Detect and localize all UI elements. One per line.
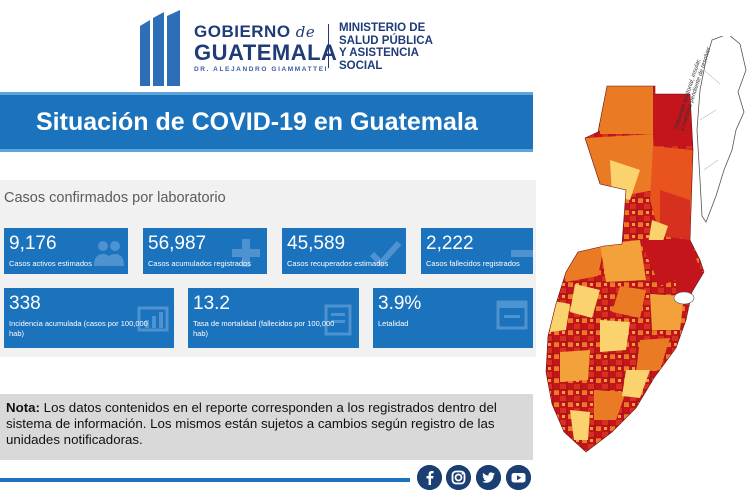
- note-text: Los datos contenidos en el reporte corre…: [6, 400, 497, 447]
- stat-card-cumulative: 56,987 Casos acumulados registrados: [143, 228, 267, 274]
- stat-label: Tasa de mortalidad (fallecidos por 100,0…: [193, 319, 335, 338]
- stats-heading: Casos confirmados por laboratorio: [4, 190, 226, 206]
- guatemala-cases-map: [545, 36, 747, 453]
- stat-card-incidence: 338 Incidencia acumulada (casos por 100,…: [4, 288, 174, 348]
- ministry-line: Y ASISTENCIA: [339, 47, 419, 59]
- stat-label: Casos acumulados registrados: [148, 259, 251, 268]
- stat-value: 2,222: [426, 233, 474, 254]
- government-logo-icon: [140, 10, 180, 86]
- stat-value: 9,176: [9, 233, 57, 254]
- window-icon: [496, 300, 528, 330]
- page-title: Situación de COVID-19 en Guatemala: [36, 108, 478, 136]
- gov-name-line1: GOBIERNO: [194, 22, 291, 41]
- stat-label: Casos fallecidos registrados: [426, 259, 520, 268]
- ministry-name: MINISTERIO DE SALUD PÚBLICA Y ASISTENCIA…: [339, 22, 459, 72]
- minus-icon: [511, 250, 533, 257]
- stat-value: 338: [9, 293, 41, 314]
- stat-card-recovered: 45,589 Casos recuperados estimados: [282, 228, 406, 274]
- ministry-line: SALUD PÚBLICA: [339, 34, 433, 47]
- twitter-icon[interactable]: [476, 465, 501, 490]
- disclaimer-note: Nota: Los datos contenidos en el reporte…: [0, 394, 533, 460]
- document-icon: [324, 304, 352, 336]
- ministry-line: MINISTERIO DE: [339, 22, 426, 34]
- gov-name-line2: GUATEMALA: [194, 40, 338, 65]
- people-icon: [94, 241, 124, 266]
- gov-name-subtitle: DR. ALEJANDRO GIAMMATTEI: [194, 66, 329, 73]
- stat-card-lethality: 3.9% Letalidad: [373, 288, 533, 348]
- check-icon: [369, 240, 402, 268]
- stat-value: 13.2: [193, 293, 230, 314]
- header-divider: [328, 24, 329, 68]
- stat-label: Incidencia acumulada (casos por 100,000 …: [9, 319, 148, 338]
- stat-card-active: 9,176 Casos activos estimados: [4, 228, 128, 274]
- title-banner: Situación de COVID-19 en Guatemala: [0, 92, 533, 152]
- youtube-icon[interactable]: [506, 465, 531, 490]
- stat-card-mortality: 13.2 Tasa de mortalidad (fallecidos por …: [188, 288, 359, 348]
- footer-rule: [0, 478, 410, 482]
- stat-value: 56,987: [148, 233, 207, 254]
- stat-label: Letalidad: [378, 319, 409, 328]
- chart-icon: [137, 306, 169, 332]
- gov-name-de: de: [295, 23, 316, 41]
- belize-outline: [696, 36, 747, 223]
- stat-card-deceased: 2,222 Casos fallecidos registrados: [421, 228, 533, 274]
- facebook-icon[interactable]: [417, 465, 442, 490]
- note-label: Nota:: [6, 400, 40, 415]
- ministry-line: SOCIAL: [339, 59, 383, 72]
- instagram-icon[interactable]: [446, 465, 471, 490]
- lake-izabal: [673, 291, 695, 305]
- government-wordmark: GOBIERNO de GUATEMALA DR. ALEJANDRO GIAM…: [194, 22, 337, 73]
- stat-label: Casos activos estimados: [9, 259, 92, 268]
- stat-value: 3.9%: [378, 293, 422, 314]
- plus-icon: [232, 239, 260, 267]
- stat-label: Casos recuperados estimados: [287, 259, 389, 268]
- stat-value: 45,589: [287, 233, 346, 254]
